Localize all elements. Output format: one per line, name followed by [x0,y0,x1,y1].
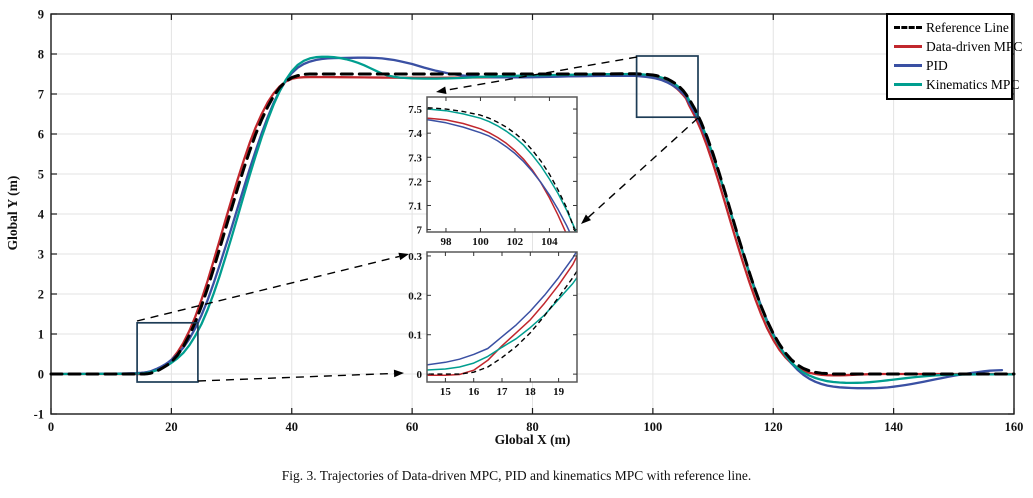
inset-y-tick-label: 7.2 [408,176,422,188]
inset-y-tick-label: 7.4 [408,128,422,140]
y-tick-label: 7 [38,88,44,102]
inset-y-tick-label: 0.1 [408,330,422,342]
y-tick-label: 6 [38,128,44,142]
legend-label-reference-line: Reference Line [926,19,1009,35]
y-tick-label: 3 [38,248,44,262]
inset-x-tick-label: 16 [468,386,480,398]
inset-y-tick-label: 0.2 [408,290,422,302]
legend-swatch-data-driven-mpc [894,45,922,48]
inset-x-tick-label: 100 [472,236,489,248]
zoom-connector-line [197,372,395,382]
x-tick-label: 40 [286,420,299,434]
inset-x-tick-label: 98 [440,236,452,248]
x-tick-label: 0 [48,420,54,434]
zoom-indicator-box [635,55,699,119]
zoom-connector-arrowhead-icon [436,86,447,94]
y-tick-label: 4 [38,208,45,222]
inset-y-tick-label: 7.1 [408,200,422,212]
inset-y-tick-label: 7.3 [408,152,422,164]
y-tick-label: 0 [38,368,44,382]
legend-swatch-kinematics-mpc [894,83,922,86]
inset-y-tick-label: 0.3 [408,251,422,263]
zoom-connector-line [445,56,638,91]
series-pid [49,56,1004,390]
plot-legend: Reference Line Data-driven MPC PID Kinem… [886,13,1022,100]
legend-label-pid: PID [926,57,948,73]
x-tick-label: 100 [644,420,663,434]
zoom-indicator-box [136,321,199,383]
inset-x-tick-label: 18 [525,386,537,398]
x-tick-label: 20 [165,420,178,434]
y-tick-label: 8 [38,48,44,62]
figure-caption: Fig. 3. Trajectories of Data-driven MPC,… [281,468,752,483]
legend-label-kinematics-mpc: Kinematics MPC [926,76,1020,92]
y-tick-label: 9 [38,8,44,22]
x-tick-label: 60 [406,420,419,434]
inset-x-tick-label: 102 [507,236,524,248]
x-axis-label: Global X (m) [494,432,571,447]
inset-y-tick-label: 0 [417,369,423,381]
legend-item-pid: PID [894,56,1006,75]
legend-item-data-driven-mpc: Data-driven MPC [894,37,1022,56]
x-tick-label: 120 [764,420,783,434]
legend-label-data-driven-mpc: Data-driven MPC [926,38,1023,54]
x-tick-label: 140 [884,420,903,434]
y-tick-label: 5 [38,168,44,182]
series-reference-line [49,72,1016,376]
zoom-connector-arrowhead-icon [398,252,409,261]
inset-x-tick-label: 17 [497,386,509,398]
x-tick-label: 80 [526,420,539,434]
inset-y-tick-label: 7 [417,225,423,237]
y-axis-label: Global Y (m) [5,175,20,251]
inset-x-tick-label: 15 [440,386,452,398]
legend-swatch-pid [894,64,922,67]
y-tick-label: 2 [38,288,44,302]
zoom-connector-line [136,255,400,322]
x-tick-label: 160 [1005,420,1024,434]
y-tick-label: -1 [34,408,44,422]
series-lines [49,55,1016,390]
inset-upper-zoom: 98 100 102 104 7 7.1 7.2 7.3 7.4 7.5 [408,96,578,248]
inset-y-tick-label: 7.5 [408,104,422,116]
legend-item-kinematics-mpc: Kinematics MPC [894,75,1019,94]
inset-x-tick-label: 19 [553,386,565,398]
zoom-connector-arrowhead-icon [393,369,404,378]
inset-lower-zoom: 15 16 17 18 19 0 0.1 0.2 0.3 [408,251,578,398]
inset-x-tick-label: 104 [541,236,558,248]
y-tick-label: 1 [38,328,44,342]
zoom-connector-line [587,117,699,218]
zoom-connector-arrowhead-icon [581,214,591,224]
legend-item-reference-line: Reference Line [894,18,1009,37]
legend-swatch-reference-line [894,26,922,29]
